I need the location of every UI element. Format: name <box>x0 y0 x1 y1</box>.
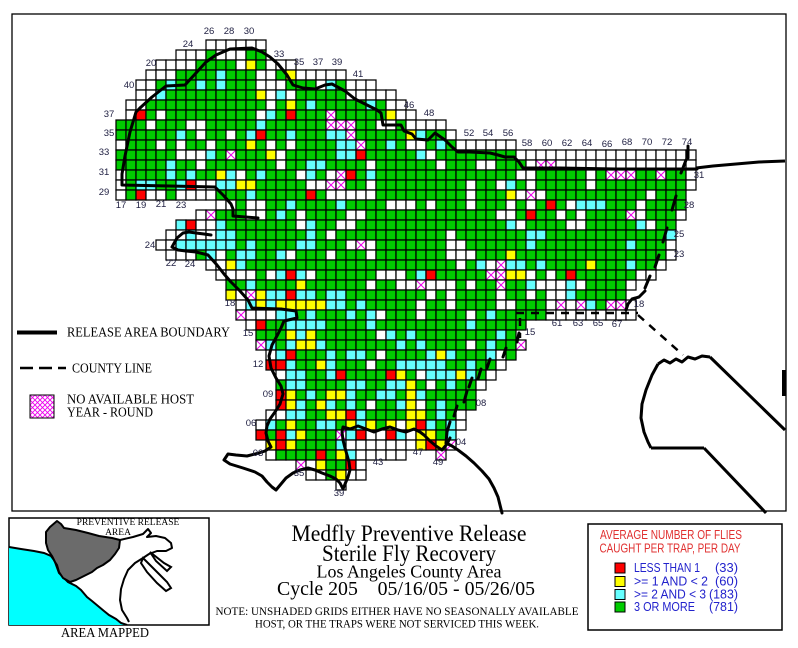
svg-text:21: 21 <box>156 199 167 210</box>
svg-text:64: 64 <box>582 138 593 149</box>
svg-text:(183): (183) <box>709 587 738 602</box>
svg-text:41: 41 <box>353 69 364 80</box>
svg-text:CAUGHT PER TRAP, PER DAY: CAUGHT PER TRAP, PER DAY <box>600 541 741 556</box>
svg-text:24: 24 <box>145 240 156 251</box>
svg-text:29: 29 <box>99 187 110 198</box>
svg-text:72: 72 <box>662 137 673 148</box>
svg-text:61: 61 <box>552 318 563 329</box>
svg-text:24: 24 <box>185 259 196 270</box>
svg-text:39: 39 <box>334 488 345 499</box>
svg-text:AREA MAPPED: AREA MAPPED <box>61 626 149 641</box>
svg-text:30: 30 <box>244 26 255 37</box>
svg-text:28: 28 <box>684 200 695 211</box>
svg-text:AVERAGE NUMBER OF FLIES: AVERAGE NUMBER OF FLIES <box>600 527 742 542</box>
svg-text:04: 04 <box>456 437 467 448</box>
svg-text:49: 49 <box>433 457 444 468</box>
svg-text:19: 19 <box>136 200 147 211</box>
svg-text:24: 24 <box>183 39 194 50</box>
svg-text:18: 18 <box>634 299 645 310</box>
svg-text:54: 54 <box>483 128 494 139</box>
svg-text:65: 65 <box>593 318 604 329</box>
svg-text:40: 40 <box>124 80 135 91</box>
svg-text:Los Angeles County Area: Los Angeles County Area <box>317 562 502 582</box>
svg-text:60: 60 <box>542 138 553 149</box>
svg-text:66: 66 <box>602 139 613 150</box>
svg-text:37: 37 <box>104 109 115 120</box>
svg-text:35: 35 <box>104 128 115 139</box>
svg-text:HOST, OR THE TRAPS WERE NOT SE: HOST, OR THE TRAPS WERE NOT SERVICED THI… <box>255 617 539 631</box>
svg-text:12: 12 <box>253 359 264 370</box>
svg-text:AREA: AREA <box>105 528 131 538</box>
svg-text:22: 22 <box>166 258 177 269</box>
svg-text:COUNTY LINE: COUNTY LINE <box>72 361 152 376</box>
svg-text:23: 23 <box>176 200 187 211</box>
svg-text:PREVENTIVE RELEASE: PREVENTIVE RELEASE <box>77 518 180 528</box>
svg-text:Medfly Preventive Release: Medfly Preventive Release <box>292 521 527 546</box>
svg-text:43: 43 <box>373 457 384 468</box>
svg-text:68: 68 <box>622 137 633 148</box>
svg-text:31: 31 <box>99 167 110 178</box>
svg-text:63: 63 <box>573 318 584 329</box>
svg-text:35: 35 <box>294 468 305 479</box>
svg-text:58: 58 <box>522 138 533 149</box>
svg-text:18: 18 <box>225 298 236 309</box>
svg-text:15: 15 <box>243 328 254 339</box>
svg-text:17: 17 <box>116 200 127 211</box>
svg-text:52: 52 <box>464 128 475 139</box>
svg-text:28: 28 <box>224 26 235 37</box>
svg-text:Cycle 205 05/16/05 - 05/26/: Cycle 205 05/16/05 - 05/26/05 <box>277 579 535 600</box>
svg-text:67: 67 <box>612 319 623 330</box>
svg-text:33: 33 <box>274 49 285 60</box>
svg-text:RELEASE AREA BOUNDARY: RELEASE AREA BOUNDARY <box>67 325 230 340</box>
svg-text:03: 03 <box>253 448 264 459</box>
svg-text:YEAR - ROUND: YEAR - ROUND <box>67 405 153 420</box>
svg-text:15: 15 <box>525 327 536 338</box>
svg-text:3 OR MORE: 3 OR MORE <box>634 599 695 614</box>
svg-text:(60): (60) <box>715 574 738 589</box>
svg-text:70: 70 <box>642 137 653 148</box>
svg-text:Sterile Fly Recovery: Sterile Fly Recovery <box>322 541 496 566</box>
svg-text:56: 56 <box>503 128 514 139</box>
svg-text:NOTE: UNSHADED GRIDS EITHER HA: NOTE: UNSHADED GRIDS EITHER HAVE NO SEAS… <box>216 604 579 618</box>
svg-text:39: 39 <box>332 57 343 68</box>
svg-text:31: 31 <box>694 170 705 181</box>
svg-text:>= 1 AND < 2: >= 1 AND < 2 <box>634 574 708 589</box>
svg-text:LESS THAN 1: LESS THAN 1 <box>634 560 700 575</box>
svg-text:23: 23 <box>674 249 685 260</box>
svg-text:(781): (781) <box>709 599 738 614</box>
svg-text:46: 46 <box>404 100 415 111</box>
svg-text:74: 74 <box>682 137 693 148</box>
svg-text:>= 2 AND < 3: >= 2 AND < 3 <box>634 587 706 602</box>
svg-text:62: 62 <box>562 138 573 149</box>
svg-text:06: 06 <box>246 418 257 429</box>
svg-text:25: 25 <box>674 229 685 240</box>
svg-text:26: 26 <box>204 26 215 37</box>
svg-text:48: 48 <box>424 108 435 119</box>
svg-text:35: 35 <box>294 57 305 68</box>
svg-text:37: 37 <box>313 57 324 68</box>
svg-text:(33): (33) <box>715 560 738 575</box>
svg-text:09: 09 <box>263 389 274 400</box>
svg-text:33: 33 <box>99 147 110 158</box>
svg-text:20: 20 <box>146 58 157 69</box>
svg-text:08: 08 <box>476 398 487 409</box>
svg-text:NO AVAILABLE HOST: NO AVAILABLE HOST <box>67 392 195 407</box>
svg-text:47: 47 <box>413 447 424 458</box>
